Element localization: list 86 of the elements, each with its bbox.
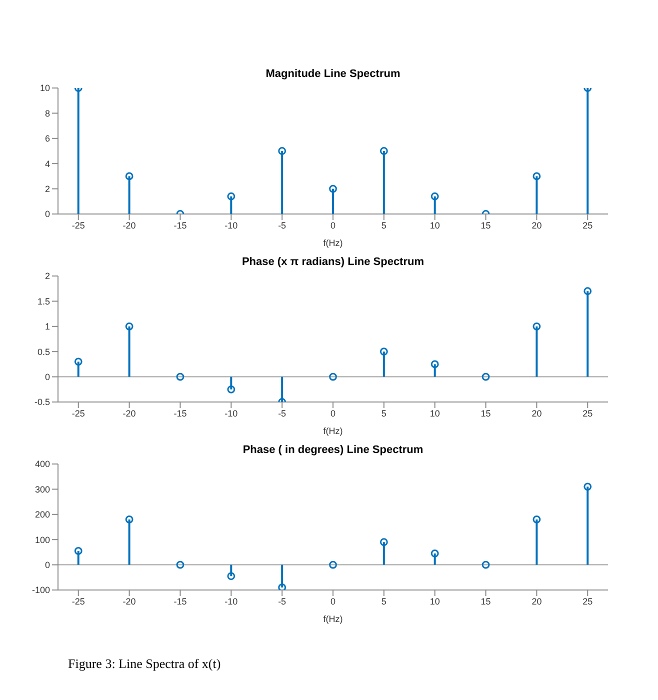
point xyxy=(584,287,592,296)
x-tick-label: 20 xyxy=(532,220,542,230)
point xyxy=(125,172,134,180)
point xyxy=(278,584,286,590)
x-tick-label: -10 xyxy=(224,596,238,606)
x-tick-label: 10 xyxy=(430,596,440,606)
chart-title: Phase (x π radians) Line Spectrum xyxy=(240,256,426,268)
x-tick-label: -15 xyxy=(174,220,187,230)
point xyxy=(278,147,286,155)
x-tick-label: 15 xyxy=(480,220,491,230)
x-tick-label: 5 xyxy=(381,408,386,418)
y-tick-label: 0.5 xyxy=(37,346,50,357)
point xyxy=(430,550,439,558)
x-tick-label: 0 xyxy=(330,408,336,418)
x-tick-label: -5 xyxy=(278,596,286,606)
y-tick-label: 0 xyxy=(44,209,50,220)
y-tick-label: 100 xyxy=(34,534,50,545)
point xyxy=(176,372,184,381)
point xyxy=(329,184,337,193)
x-tick-label: 5 xyxy=(381,596,386,606)
y-tick-label: 400 xyxy=(34,459,50,470)
x-tick-label: 10 xyxy=(430,220,440,230)
point xyxy=(329,372,337,381)
x-tick-label: 20 xyxy=(532,596,542,606)
x-tick-label: 0 xyxy=(330,220,336,230)
x-tick-label: 15 xyxy=(480,596,491,606)
x-tick-label: 25 xyxy=(582,596,593,606)
x-tick-label: 10 xyxy=(430,408,440,418)
point xyxy=(532,172,541,180)
point xyxy=(532,515,541,524)
x-tick-label: -20 xyxy=(122,596,136,606)
x-tick-label: -15 xyxy=(174,408,187,418)
x-tick-label: 0 xyxy=(330,596,336,606)
x-tick-label: 15 xyxy=(480,408,491,418)
y-tick-label: 1 xyxy=(44,322,50,332)
y-tick-label: 2 xyxy=(44,184,50,194)
x-tick-label: 20 xyxy=(532,408,542,418)
x-tick-label: -20 xyxy=(122,220,136,230)
y-tick-label: 6 xyxy=(44,134,50,144)
y-tick-label: 10 xyxy=(40,83,50,94)
x-axis-title: f(Hz) xyxy=(323,238,343,248)
point xyxy=(380,147,388,155)
x-tick-label: 25 xyxy=(582,220,593,230)
caption: Figure 3: Line Spectra of x(t) xyxy=(67,656,222,672)
point xyxy=(227,572,236,580)
y-tick-label: 2 xyxy=(44,271,50,282)
y-tick-label: 8 xyxy=(44,108,50,118)
x-tick-label: -25 xyxy=(72,220,85,230)
point xyxy=(482,560,490,569)
x-tick-label: -10 xyxy=(224,220,238,230)
y-tick-label: -100 xyxy=(32,585,50,596)
point xyxy=(584,482,592,491)
x-axis-title: f(Hz) xyxy=(323,614,343,624)
chart-title: Magnitude Line Spectrum xyxy=(264,68,402,80)
point xyxy=(125,515,134,524)
y-tick-label: 4 xyxy=(44,158,50,169)
chart-title: Phase ( in degrees) Line Spectrum xyxy=(242,444,424,456)
y-tick-label: 1.5 xyxy=(37,296,50,306)
point xyxy=(430,192,439,200)
x-tick-label: -25 xyxy=(72,596,85,606)
x-tick-label: -25 xyxy=(72,408,85,418)
point xyxy=(482,372,490,381)
point xyxy=(380,348,388,356)
point xyxy=(430,360,439,368)
point xyxy=(532,322,541,330)
point xyxy=(125,322,134,330)
x-axis-title: f(Hz) xyxy=(323,426,343,436)
y-tick-label: 0 xyxy=(44,560,50,570)
x-tick-label: 25 xyxy=(582,408,593,418)
point xyxy=(329,560,337,569)
y-tick-label: 300 xyxy=(34,484,50,494)
y-tick-label: -0.5 xyxy=(34,397,50,408)
point xyxy=(74,358,82,366)
point xyxy=(176,560,184,569)
point xyxy=(74,546,82,555)
x-tick-label: -20 xyxy=(122,408,136,418)
x-tick-label: -5 xyxy=(278,220,286,230)
point xyxy=(227,192,236,200)
x-tick-label: 5 xyxy=(381,220,386,230)
y-tick-label: 0 xyxy=(44,372,50,382)
point xyxy=(380,538,388,546)
point xyxy=(227,385,236,394)
x-tick-label: -15 xyxy=(174,596,187,606)
y-tick-label: 200 xyxy=(34,510,50,520)
x-tick-label: -5 xyxy=(278,408,286,418)
x-tick-label: -10 xyxy=(224,408,238,418)
